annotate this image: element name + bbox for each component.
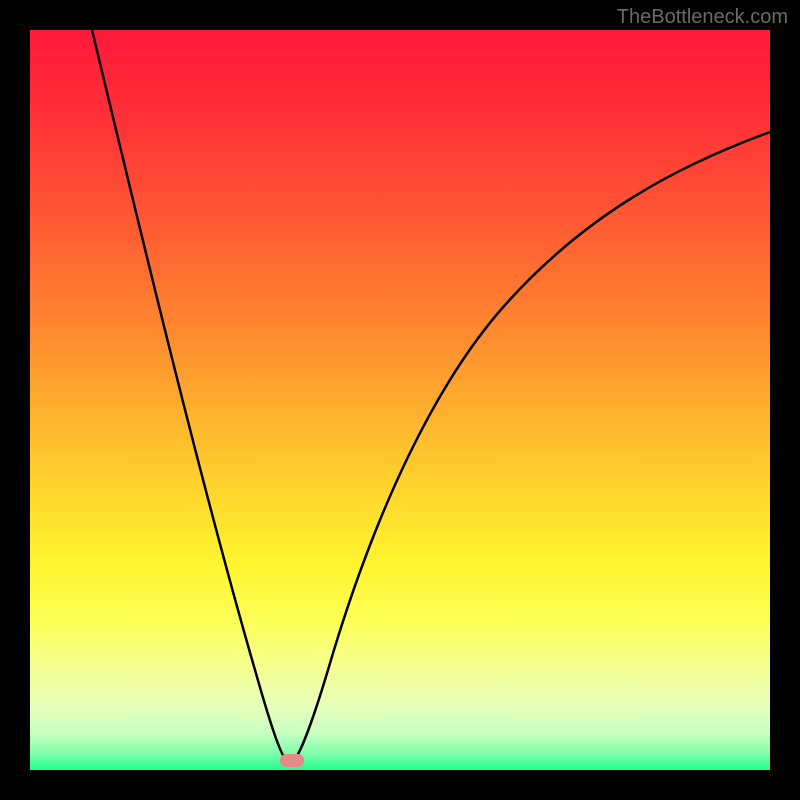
plot-area: [30, 30, 770, 770]
chart-border: [0, 0, 800, 800]
bottleneck-curve: [30, 30, 770, 770]
optimal-point-marker: [280, 754, 304, 767]
watermark-text: TheBottleneck.com: [617, 6, 788, 29]
